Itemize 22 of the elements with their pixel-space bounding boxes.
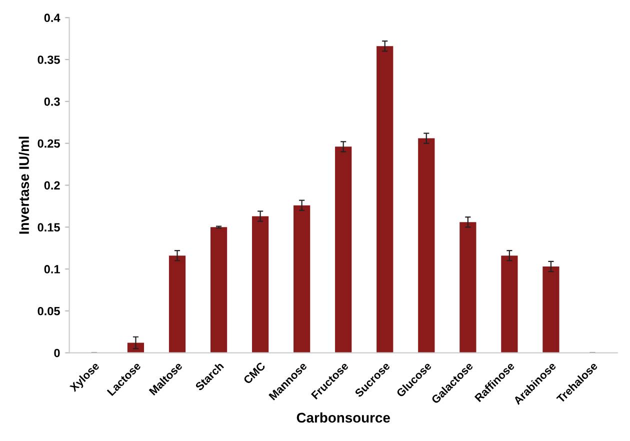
bar bbox=[501, 256, 518, 353]
bar bbox=[418, 138, 435, 353]
y-tick-label: 0.05 bbox=[38, 306, 60, 316]
bar bbox=[460, 222, 476, 353]
bar bbox=[376, 46, 394, 353]
bar bbox=[252, 216, 269, 353]
y-axis-title: Invertase IU/ml bbox=[18, 136, 30, 234]
bar bbox=[542, 266, 560, 353]
bar bbox=[294, 205, 310, 353]
y-tick-label: 0.4 bbox=[44, 14, 60, 22]
y-tick-label: 0.35 bbox=[38, 56, 60, 64]
bar bbox=[168, 256, 186, 353]
bar bbox=[335, 146, 352, 353]
y-tick-label: 0.2 bbox=[44, 181, 60, 190]
y-tick-label: 0.1 bbox=[44, 265, 60, 274]
bar bbox=[127, 342, 144, 353]
x-axis-title: Carbonsource bbox=[296, 412, 390, 423]
y-tick-label: 0.15 bbox=[38, 223, 60, 232]
y-tick-label: 0.3 bbox=[44, 97, 60, 106]
y-tick-label: 0.25 bbox=[38, 139, 60, 148]
y-tick-label: 0 bbox=[54, 348, 60, 358]
bar bbox=[210, 227, 228, 353]
